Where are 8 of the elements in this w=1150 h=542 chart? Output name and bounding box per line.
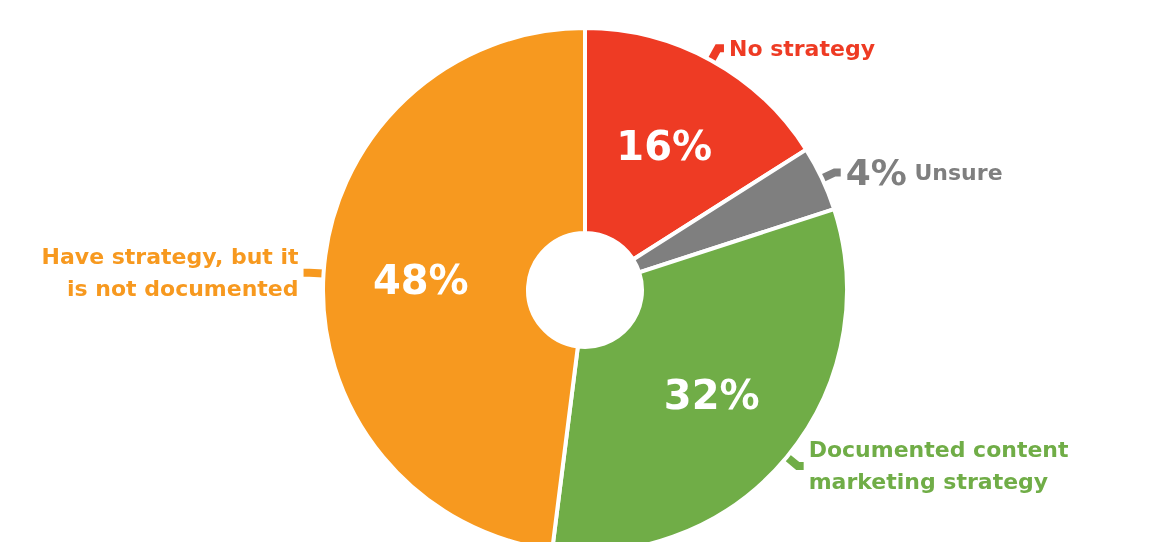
data-label: 16% <box>616 122 713 169</box>
slice-label: Documented content marketing strategy <box>808 437 1070 495</box>
slice-label: Have strategy, but it is not documented <box>41 244 300 302</box>
data-label: 4% <box>845 151 907 193</box>
slice-label: No strategy <box>728 35 875 61</box>
slice-label: Unsure <box>906 159 1003 185</box>
data-label: 48% <box>372 256 469 303</box>
data-label: 32% <box>663 371 760 418</box>
